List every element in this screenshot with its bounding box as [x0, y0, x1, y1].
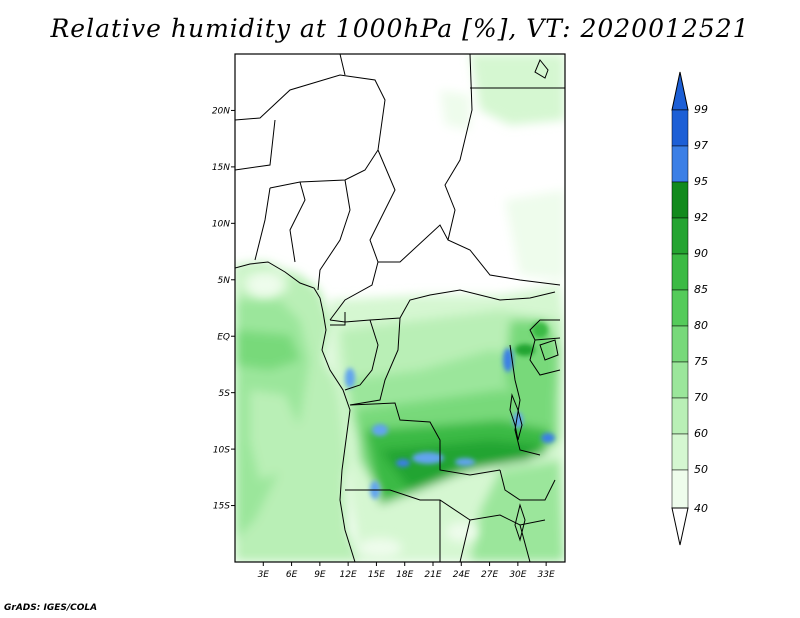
colorbar-segment: [671, 181, 689, 219]
lon-tick-label: 3E: [258, 570, 270, 580]
map-title: Relative humidity at 1000hPa [%], VT: 20…: [50, 14, 750, 43]
lat-tick-label: 20N: [212, 107, 230, 117]
colorbar-over-triangle: [671, 71, 689, 111]
lat-tick-label: 10S: [213, 445, 230, 455]
colorbar: 99 97 95 92 90 85 80 75 70 60 50 40: [671, 71, 708, 546]
lat-tick-label: 15S: [213, 502, 230, 512]
lon-tick-label: 9E: [314, 570, 326, 580]
lat-tick-label: 5N: [218, 276, 231, 286]
lon-tick-label: 30E: [509, 570, 526, 580]
lon-tick-label: 24E: [453, 570, 470, 580]
lat-tick-label: 15N: [212, 163, 230, 173]
colorbar-label: 95: [694, 175, 708, 188]
colorbar-label: 70: [694, 391, 708, 404]
colorbar-label: 50: [694, 463, 708, 476]
colorbar-segment: [671, 217, 689, 255]
colorbar-segment: [671, 433, 689, 471]
colorbar-segment: [671, 469, 689, 509]
colorbar-label: 92: [694, 211, 708, 224]
grads-credit: GrADS: IGES/COLA: [4, 603, 98, 613]
lon-tick-label: 21E: [424, 570, 441, 580]
colorbar-segment: [671, 109, 689, 147]
lon-tick-label: 15E: [368, 570, 385, 580]
lon-tick-label: 33E: [538, 570, 555, 580]
country-boundaries: [235, 54, 565, 562]
colorbar-label: 80: [694, 319, 708, 332]
colorbar-label: 99: [694, 103, 708, 116]
axis-ticks: [231, 109, 547, 566]
lat-tick-label: 5S: [219, 389, 231, 399]
colorbar-label: 75: [694, 355, 708, 368]
colorbar-label: 85: [694, 283, 708, 296]
colorbar-under-triangle: [671, 507, 689, 546]
lon-tick-label: 27E: [481, 570, 498, 580]
colorbar-segment: [671, 397, 689, 435]
latitude-axis: 20N 15N 10N 5N EQ 5S 10S 15S: [212, 107, 230, 512]
colorbar-segment: [671, 253, 689, 291]
lat-tick-label: EQ: [217, 332, 230, 342]
colorbar-label: 60: [694, 427, 708, 440]
lon-tick-label: 18E: [396, 570, 413, 580]
colorbar-segment: [671, 289, 689, 327]
colorbar-segment: [671, 145, 689, 183]
colorbar-label: 90: [694, 247, 708, 260]
colorbar-segment: [671, 325, 689, 363]
colorbar-segment: [671, 361, 689, 399]
lon-tick-label: 6E: [286, 570, 298, 580]
colorbar-label: 97: [694, 139, 708, 152]
colorbar-label: 40: [694, 502, 708, 515]
lon-tick-label: 12E: [340, 570, 357, 580]
map-frame: [234, 53, 566, 563]
lat-tick-label: 10N: [212, 220, 230, 230]
longitude-axis: 3E 6E 9E 12E 15E 18E 21E 24E 27E 30E 33E: [258, 570, 555, 580]
humidity-field: [235, 54, 565, 562]
